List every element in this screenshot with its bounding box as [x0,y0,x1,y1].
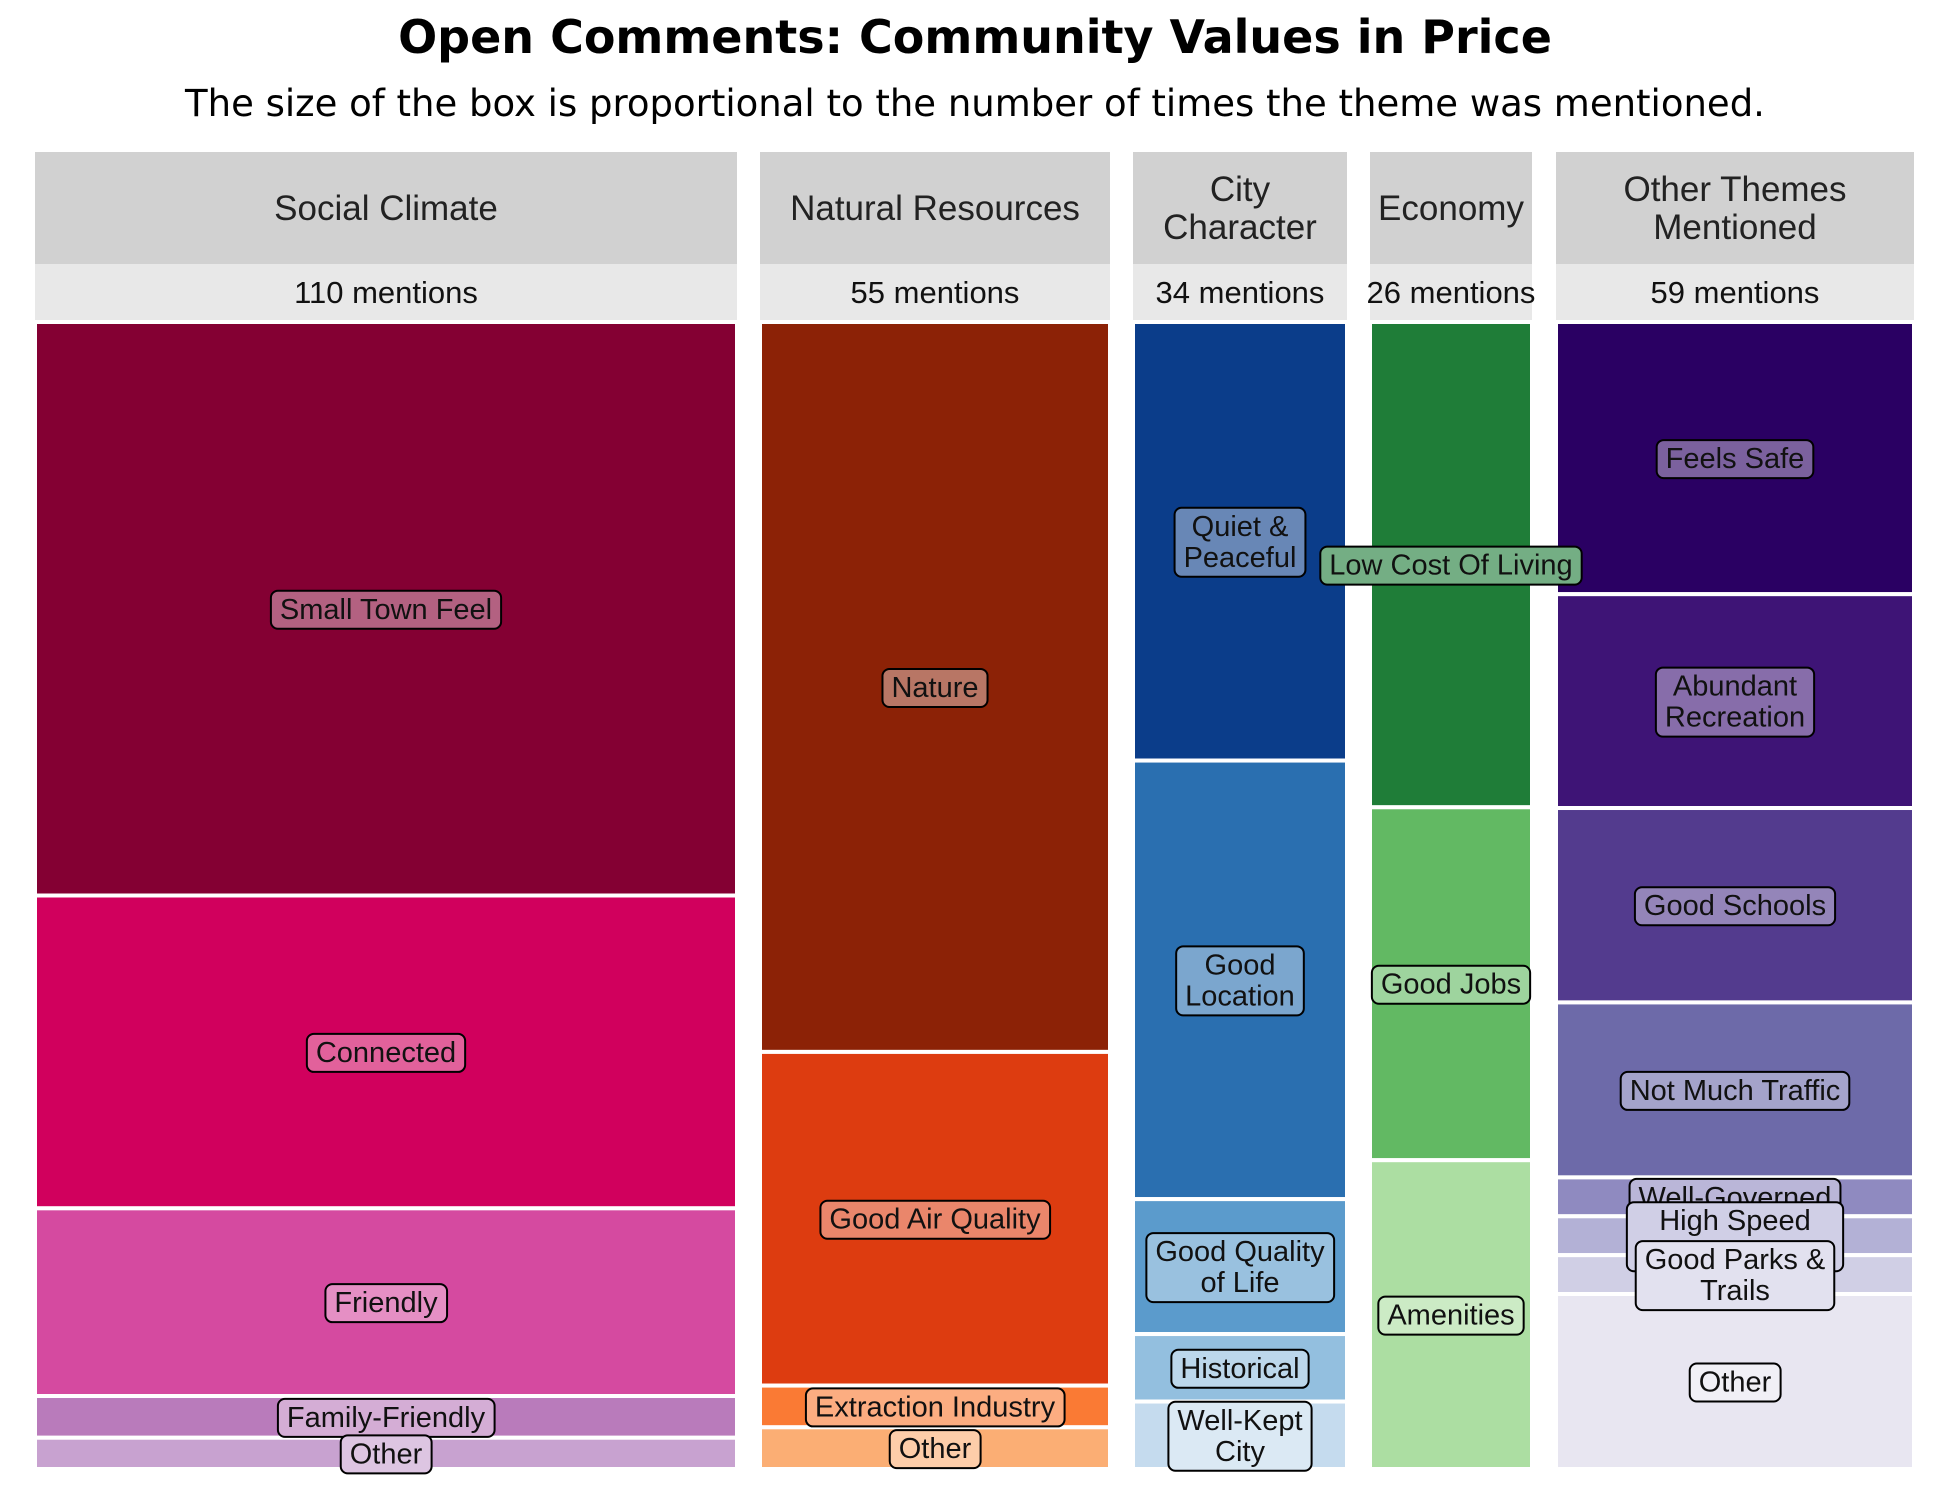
tile-label-city-character-good-quality-of-life: Good Quality of Life [1145,1232,1336,1304]
tile-label-other-themes-mentioned-feels-safe: Feels Safe [1655,439,1815,480]
svg-text:Family-Friendly: Family-Friendly [287,1402,486,1434]
tile-label-other-themes-mentioned-abundant-recreation: Abundant Recreation [1654,666,1816,738]
svg-text:Low Cost Of Living: Low Cost Of Living [1329,550,1572,582]
tile-label-city-character-good-location: Good Location [1175,945,1305,1017]
svg-text:Other: Other [1699,1367,1772,1399]
strip-label-social-climate: Social Climate [274,189,498,228]
svg-text:Nature: Nature [891,672,978,704]
tile-label-other-themes-mentioned-good-schools: Good Schools [1633,886,1837,927]
svg-text:Good Parks &Trails: Good Parks & Trails [1645,1244,1826,1307]
count-strip-other-themes-mentioned [1556,264,1914,320]
count-strip-economy [1370,264,1532,320]
svg-text:Amenities: Amenities [1387,1300,1514,1332]
count-strip-social-climate [35,264,737,320]
mentions-count-other-themes-mentioned: 59 mentions [1651,275,1820,310]
strip-label-economy: Economy [1378,189,1524,228]
tile-label-city-character-well-kept-city: Well-Kept City [1167,1400,1313,1472]
tile-label-social-climate-family-friendly: Family-Friendly [276,1397,496,1438]
strip-other-themes-mentioned [1556,152,1914,264]
svg-text:Connected: Connected [316,1037,456,1069]
tile-other-themes-mentioned-other [1554,1292,1916,1472]
svg-text:Not Much Traffic: Not Much Traffic [1630,1075,1841,1107]
tile-social-climate-friendly [33,1206,739,1399]
strip-social-climate [35,152,737,264]
tile-label-economy-amenities: Amenities [1377,1295,1525,1336]
strip-city-character [1133,152,1347,264]
svg-text:Historical: Historical [1180,1353,1299,1385]
tile-city-character-quiet-and-peaceful [1131,320,1349,763]
mentions-count-social-climate: 110 mentions [294,275,478,310]
strip-economy [1370,152,1532,264]
tile-label-social-climate-small-town-feel: Small Town Feel [269,589,503,630]
svg-text:Other: Other [899,1433,972,1465]
tile-label-economy-good-jobs: Good Jobs [1370,964,1532,1005]
tile-label-social-climate-other: Other [339,1434,433,1475]
strip-label-other-themes-mentioned: Other Themes Mentioned [1623,170,1846,247]
strip-label-natural-resources: Natural Resources [790,189,1080,228]
tile-label-city-character-quiet-and-peaceful: Quiet & Peaceful [1173,506,1307,578]
svg-text:Quiet &Peaceful: Quiet & Peaceful [1184,511,1297,574]
svg-text:Good Air Quality: Good Air Quality [829,1204,1041,1236]
tile-label-natural-resources-nature: Nature [881,667,989,708]
tile-label-natural-resources-extraction-industry: Extraction Industry [804,1387,1066,1428]
svg-text:Feels Safe: Feels Safe [1666,443,1805,475]
svg-text:Extraction Industry: Extraction Industry [815,1391,1056,1423]
strip-natural-resources [760,152,1110,264]
mentions-count-natural-resources: 55 mentions [851,275,1020,310]
tile-label-other-themes-mentioned-not-much-traffic: Not Much Traffic [1619,1070,1851,1111]
count-strip-city-character [1133,264,1347,320]
tile-label-social-climate-connected: Connected [305,1032,467,1073]
tile-label-economy-low-cost-of-living: Low Cost Of Living [1319,545,1583,586]
tile-label-city-character-historical: Historical [1170,1348,1310,1389]
svg-text:Good Jobs: Good Jobs [1381,969,1521,1001]
tile-label-other-themes-mentioned-good-parks-and-trails: Good Parks & Trails [1634,1240,1836,1312]
chart-title: Open Comments: Community Values in Price [398,10,1552,64]
svg-text:Good Schools: Good Schools [1644,890,1826,922]
tile-label-social-climate-friendly: Friendly [324,1283,449,1324]
mentions-count-economy: 26 mentions [1367,275,1536,310]
svg-text:Friendly: Friendly [334,1287,438,1319]
tile-label-natural-resources-other: Other [888,1429,982,1470]
mentions-count-city-character: 34 mentions [1156,275,1325,310]
chart-subtitle: The size of the box is proportional to t… [185,82,1765,125]
svg-text:Other: Other [350,1438,423,1470]
count-strip-natural-resources [760,264,1110,320]
svg-text:Small Town Feel: Small Town Feel [280,594,492,626]
tile-label-other-themes-mentioned-other: Other [1688,1362,1782,1403]
tile-label-natural-resources-good-air-quality: Good Air Quality [819,1199,1052,1240]
strip-label-city-character: City Character [1163,170,1317,247]
